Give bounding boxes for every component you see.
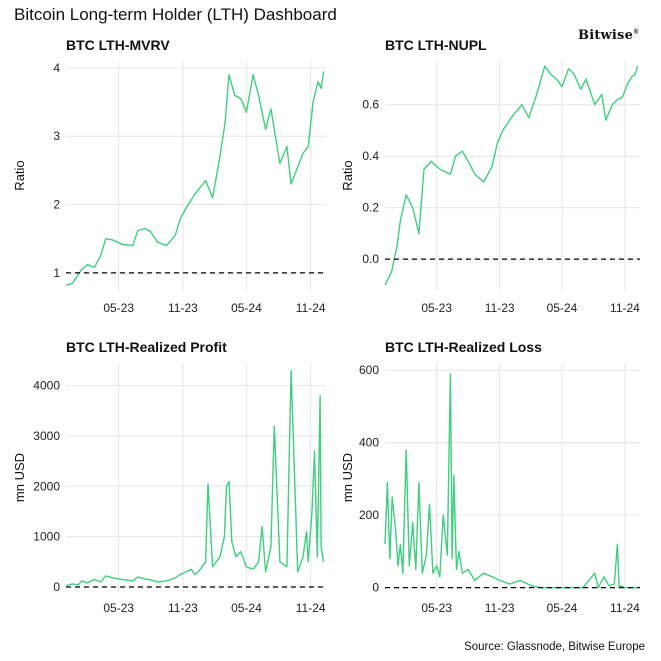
x-tick-label: 05-24 bbox=[547, 601, 578, 615]
x-tick-label: 05-24 bbox=[231, 601, 262, 615]
y-tick-label: 0.0 bbox=[362, 252, 379, 266]
y-axis-label-loss: mn USD bbox=[340, 453, 355, 502]
chart-title-mvrv: BTC LTH-MVRV bbox=[66, 37, 170, 53]
x-tick-label: 11-24 bbox=[296, 601, 326, 615]
chart-panel-nupl: BTC LTH-NUPL 0.0 0.2 0.4 0.6 05-23 11-23 05-24 1… bbox=[340, 37, 640, 315]
x-tick-label: 11-23 bbox=[485, 301, 515, 315]
chart-title-profit: BTC LTH-Realized Profit bbox=[66, 339, 227, 355]
x-tick-label: 11-23 bbox=[485, 601, 515, 615]
y-tick-label: 600 bbox=[359, 363, 379, 377]
y-tick-label: 0.4 bbox=[362, 149, 379, 163]
y-tick-label: 2000 bbox=[33, 479, 60, 493]
y-tick-label: 1 bbox=[53, 266, 60, 280]
y-tick-label: 4 bbox=[53, 61, 60, 75]
brand-logo: Bitwise® bbox=[578, 28, 639, 43]
y-axis-label-profit: mn USD bbox=[12, 453, 27, 502]
x-tick-label: 11-24 bbox=[296, 301, 326, 315]
brand-name: Bitwise bbox=[578, 28, 634, 43]
y-tick-label: 3000 bbox=[33, 429, 60, 443]
dashboard-title: Bitcoin Long-term Holder (LTH) Dashboard bbox=[14, 5, 337, 24]
x-tick-label: 11-24 bbox=[610, 301, 640, 315]
chart-panel-mvrv: BTC LTH-MVRV 1 2 3 4 05-23 11-23 05-24 11-24 Rati… bbox=[12, 37, 326, 315]
y-tick-label: 0 bbox=[372, 581, 379, 595]
chart-panel-profit: BTC LTH-Realized Profit 0 1000 2000 3000 4000… bbox=[12, 339, 326, 615]
x-tick-label: 11-23 bbox=[168, 601, 198, 615]
x-tick-label: 05-23 bbox=[103, 301, 134, 315]
y-tick-label: 3 bbox=[53, 129, 60, 143]
series-line-loss bbox=[384, 373, 638, 589]
y-tick-label: 0.6 bbox=[362, 98, 379, 112]
brand-mark: ® bbox=[633, 28, 640, 36]
chart-panel-loss: BTC LTH-Realized Loss 0 200 400 600 05-23 11-2… bbox=[340, 339, 640, 615]
x-tick-label: 11-24 bbox=[610, 601, 640, 615]
series-line-profit bbox=[65, 369, 325, 587]
x-tick-label: 05-23 bbox=[421, 601, 452, 615]
x-tick-label: 05-24 bbox=[231, 301, 262, 315]
x-tick-label: 11-23 bbox=[168, 301, 198, 315]
chart-title-loss: BTC LTH-Realized Loss bbox=[385, 339, 542, 355]
x-tick-label: 05-23 bbox=[103, 601, 134, 615]
y-tick-label: 1000 bbox=[33, 530, 60, 544]
y-axis-label-nupl: Ratio bbox=[340, 160, 355, 190]
x-tick-label: 05-23 bbox=[421, 301, 452, 315]
y-tick-label: 400 bbox=[359, 436, 379, 450]
y-axis-label-mvrv: Ratio bbox=[12, 160, 27, 190]
y-tick-label: 0 bbox=[53, 580, 60, 594]
y-tick-label: 4000 bbox=[33, 379, 60, 393]
source-note: Source: Glassnode, Bitwise Europe bbox=[464, 641, 645, 653]
y-tick-label: 200 bbox=[359, 508, 379, 522]
series-line-mvrv bbox=[65, 71, 325, 286]
y-tick-label: 0.2 bbox=[362, 201, 379, 215]
x-tick-label: 05-24 bbox=[547, 301, 578, 315]
series-line-nupl bbox=[384, 65, 639, 286]
y-tick-label: 2 bbox=[53, 198, 60, 212]
chart-title-nupl: BTC LTH-NUPL bbox=[385, 37, 487, 53]
